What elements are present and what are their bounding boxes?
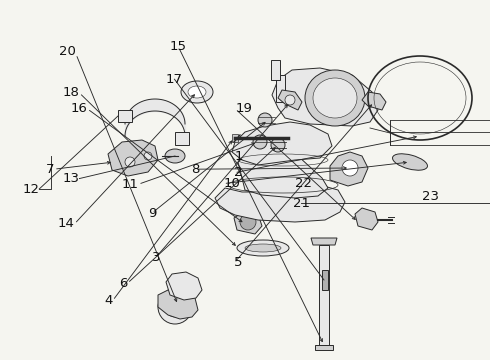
Ellipse shape [392,154,427,170]
Polygon shape [175,132,189,145]
Circle shape [125,157,135,167]
Polygon shape [355,208,378,230]
Circle shape [342,160,358,176]
Polygon shape [166,272,202,300]
Polygon shape [311,238,337,245]
Polygon shape [272,68,378,126]
Polygon shape [232,134,238,142]
Circle shape [271,138,285,152]
Text: 9: 9 [147,207,156,220]
Text: 7: 7 [46,163,54,176]
Ellipse shape [237,240,289,256]
Text: 23: 23 [422,190,439,203]
Polygon shape [118,110,132,122]
Ellipse shape [165,149,185,163]
Text: 12: 12 [22,183,39,195]
Polygon shape [330,152,368,186]
Ellipse shape [181,81,213,103]
Polygon shape [238,152,328,198]
Ellipse shape [313,78,357,118]
Ellipse shape [305,70,365,126]
Circle shape [253,135,267,149]
Polygon shape [234,210,262,234]
Ellipse shape [188,86,206,98]
Text: 16: 16 [71,102,87,115]
Polygon shape [319,245,329,345]
Circle shape [144,152,152,160]
Text: 17: 17 [166,73,183,86]
Polygon shape [108,140,158,176]
Text: 13: 13 [62,172,79,185]
Polygon shape [232,122,332,165]
Polygon shape [276,75,285,102]
Circle shape [240,214,256,230]
Ellipse shape [245,244,281,252]
Text: 5: 5 [234,256,243,269]
Text: 1: 1 [234,150,243,163]
Text: 19: 19 [235,102,252,115]
Polygon shape [322,270,328,290]
Circle shape [258,113,272,127]
Text: 18: 18 [63,86,79,99]
Text: 21: 21 [293,197,310,210]
Circle shape [165,297,185,317]
Polygon shape [362,92,386,110]
Text: 14: 14 [58,217,74,230]
Text: 8: 8 [191,163,199,176]
Text: 3: 3 [151,251,160,264]
Text: 6: 6 [119,277,127,290]
Text: 4: 4 [104,294,113,307]
Polygon shape [278,90,302,110]
Polygon shape [215,185,345,222]
Text: 22: 22 [295,177,312,190]
Circle shape [285,95,295,105]
Polygon shape [315,345,333,350]
Text: 20: 20 [59,45,76,58]
Circle shape [158,290,192,324]
Polygon shape [271,60,280,80]
Text: 2: 2 [234,166,243,179]
Text: 10: 10 [223,177,240,190]
Text: 15: 15 [170,40,187,53]
Polygon shape [158,288,198,319]
Text: 11: 11 [121,178,138,191]
